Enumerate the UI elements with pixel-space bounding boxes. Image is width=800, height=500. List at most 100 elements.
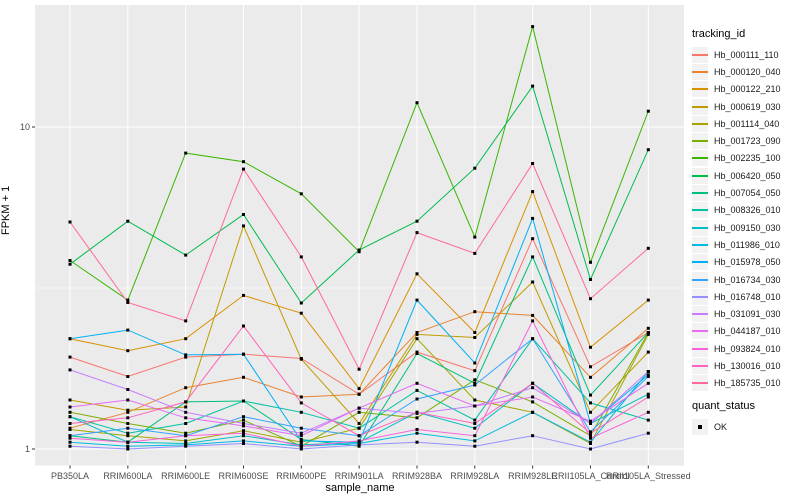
legend-key-line-icon (692, 375, 708, 392)
data-point (126, 301, 130, 304)
data-point (415, 337, 419, 341)
data-point (531, 319, 535, 323)
legend-label: Hb_008326_010 (714, 205, 781, 216)
quant-status-legend-title: quant_status (692, 400, 755, 412)
data-point (589, 422, 592, 425)
data-point (646, 418, 650, 422)
legend-entry-Hb_000111_110: Hb_000111_110 (692, 46, 798, 63)
data-point (184, 400, 188, 404)
data-point (646, 350, 650, 354)
data-point (68, 434, 72, 438)
legend-key-line-icon (692, 288, 708, 305)
data-point (184, 410, 188, 414)
legend-key-line-icon (692, 306, 708, 323)
legend-entry-quant-OK: OK (692, 418, 798, 435)
data-point (184, 439, 188, 443)
data-point (589, 419, 592, 423)
legend-key-line-icon (692, 271, 708, 288)
data-point (415, 272, 419, 276)
data-point (184, 416, 188, 420)
data-point (126, 349, 130, 353)
data-point (646, 431, 650, 435)
data-point (126, 422, 130, 425)
x-tick-label-RRIM901LA: RRIM901LA (334, 470, 384, 481)
data-point (242, 167, 245, 171)
x-tick-label-RRII105LA_Stressed: RRII105LA_Stressed (606, 470, 691, 481)
legend-label: Hb_000619_030 (714, 101, 781, 112)
data-point (126, 375, 130, 378)
data-point (299, 410, 303, 414)
data-point (357, 392, 361, 396)
data-point (646, 370, 650, 373)
data-point (473, 166, 477, 170)
legend-key-line-icon (692, 254, 708, 271)
data-point (357, 422, 361, 425)
data-point (415, 397, 419, 401)
data-point (357, 439, 361, 443)
legend-entry-Hb_008326_010: Hb_008326_010 (692, 202, 798, 219)
data-point (589, 393, 592, 397)
data-point (68, 410, 72, 414)
data-point (646, 381, 650, 385)
data-point (357, 426, 361, 430)
data-point (357, 387, 361, 391)
data-point (415, 219, 419, 223)
data-point (415, 410, 419, 414)
data-point (415, 331, 419, 334)
data-point (531, 280, 535, 284)
data-point (242, 324, 245, 328)
data-point (242, 418, 245, 422)
data-point (242, 213, 245, 216)
data-point (473, 361, 477, 365)
y-tick-label: 1 (24, 444, 30, 454)
data-point (589, 434, 592, 438)
data-point (589, 297, 592, 301)
legend-key-line-icon (692, 46, 708, 63)
data-point (299, 255, 303, 259)
legend-label: Hb_007054_050 (714, 188, 781, 199)
legend-entry-Hb_016748_010: Hb_016748_010 (692, 288, 798, 305)
legend-label: Hb_002235_100 (714, 153, 781, 164)
legend-entry-Hb_130016_010: Hb_130016_010 (692, 357, 798, 374)
data-point (184, 253, 188, 257)
data-point (415, 416, 419, 420)
data-point (589, 440, 592, 444)
data-point (473, 381, 477, 385)
data-point (473, 398, 477, 402)
x-tick-label-RRII105LA_Control: RRII105LA_Control (551, 470, 630, 481)
quant-status-legend: quant_status OK (692, 400, 798, 435)
data-point (589, 431, 592, 435)
legend-key-line-icon (692, 115, 708, 132)
data-point (589, 345, 592, 349)
data-point (357, 443, 361, 447)
legend-label: Hb_016748_010 (714, 291, 781, 302)
data-point (646, 375, 650, 378)
legend-entry-Hb_093824_010: Hb_093824_010 (692, 340, 798, 357)
data-point (68, 405, 72, 409)
data-point (242, 429, 245, 433)
data-point (531, 190, 535, 194)
data-point (589, 401, 592, 405)
legend-label: Hb_006420_050 (714, 170, 781, 181)
legend-entry-Hb_007054_050: Hb_007054_050 (692, 184, 798, 202)
data-point (415, 352, 419, 355)
legend-key-line-icon (692, 219, 708, 236)
legend-key-line-icon (692, 63, 708, 80)
data-point (531, 313, 535, 317)
data-point (299, 311, 303, 315)
x-axis-title: sample_name (325, 482, 395, 494)
data-point (126, 410, 130, 414)
legend-label: Hb_001723_090 (714, 136, 781, 147)
data-point (184, 405, 188, 409)
data-point (357, 250, 361, 254)
data-point (68, 368, 72, 372)
legend-key-line-icon (692, 133, 708, 150)
data-point (415, 298, 419, 302)
legend-key-line-icon (692, 323, 708, 340)
data-point (357, 434, 361, 438)
legend-label: Hb_011986_010 (714, 239, 780, 250)
legend-entry-Hb_015978_050: Hb_015978_050 (692, 254, 798, 271)
legend-key-line-icon (692, 185, 708, 202)
data-point (357, 367, 361, 371)
